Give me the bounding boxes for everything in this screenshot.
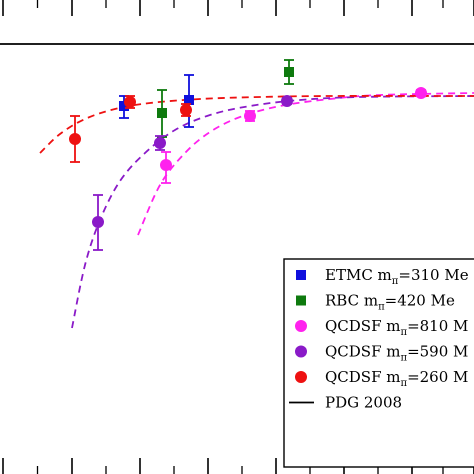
circle-marker (180, 104, 192, 116)
square-marker (284, 67, 294, 77)
circle-marker (281, 95, 293, 107)
legend-box (283, 258, 474, 468)
data-point-qcdsf590 (154, 135, 166, 151)
legend-label-qcdsf810: QCDSF mπ=810 M (325, 317, 468, 338)
legend-item-rbc: RBC mπ=420 Me (296, 292, 455, 313)
legend-label-rbc: RBC mπ=420 Me (325, 292, 455, 313)
circle-marker (124, 96, 136, 108)
data-point-etmc (184, 74, 194, 128)
legend-label-qcdsf590: QCDSF mπ=590 M (325, 343, 468, 364)
data-point-qcdsf810 (244, 110, 256, 122)
top-axis-ticks (2, 0, 474, 16)
legend-item-pdg: PDG 2008 (289, 394, 402, 412)
data-point-qcdsf260 (124, 95, 136, 109)
circle-marker (69, 133, 81, 145)
data-point-qcdsf260 (180, 103, 192, 117)
square-marker (157, 108, 167, 118)
circle-marker (244, 110, 256, 122)
legend-label-pdg: PDG 2008 (325, 394, 402, 412)
legend-marker-etmc (296, 270, 306, 280)
legend-marker-qcdsf590 (295, 345, 307, 358)
legend-item-qcdsf590: QCDSF mπ=590 M (295, 343, 468, 364)
legend-label-etmc: ETMC mπ=310 Me (325, 266, 469, 287)
legend-item-qcdsf260: QCDSF mπ=260 M (295, 368, 468, 389)
circle-marker (154, 137, 166, 149)
data-point-qcdsf260 (69, 115, 81, 163)
legend-item-qcdsf810: QCDSF mπ=810 M (295, 317, 468, 338)
data-point-qcdsf810 (160, 151, 172, 184)
legend-marker-rbc (296, 295, 306, 306)
square-marker (184, 95, 194, 105)
legend-marker-qcdsf260 (295, 371, 307, 383)
data-point-rbc (284, 59, 294, 85)
data-point-qcdsf590 (92, 194, 104, 251)
data-points (69, 59, 427, 251)
data-point-qcdsf810 (415, 87, 427, 99)
legend-marker-qcdsf810 (295, 320, 307, 332)
data-point-qcdsf590 (281, 95, 293, 107)
fit-curve-qcdsf810 (137, 92, 474, 236)
legend-label-qcdsf260: QCDSF mπ=260 M (325, 368, 468, 389)
data-point-rbc (157, 89, 167, 138)
fit-curve-qcdsf590 (71, 95, 474, 329)
legend: ETMC mπ=310 Me RBC mπ=420 Me QCDSF mπ=810 … (283, 258, 474, 468)
square-marker (119, 101, 129, 111)
legend-item-etmc: ETMC mπ=310 Me (296, 266, 469, 287)
circle-marker (160, 159, 172, 171)
circle-marker (415, 87, 427, 99)
circle-marker (92, 216, 104, 228)
